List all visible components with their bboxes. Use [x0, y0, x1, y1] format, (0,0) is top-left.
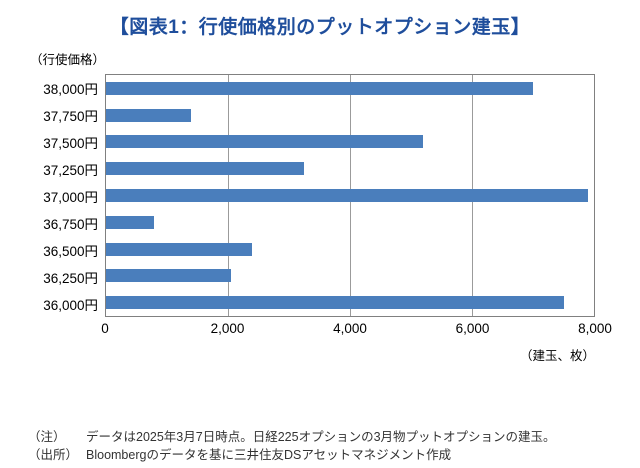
bar-chart: 38,000円 37,750円 37,500円 37,250円 37,000円 36,75… [8, 74, 640, 317]
footnote-text: データは2025年3月7日時点。日経225オプションの3月物プットオプションの建… [86, 429, 556, 444]
y-axis-label: （行使価格） [30, 53, 106, 67]
plot-area [105, 74, 595, 317]
bar [106, 296, 564, 310]
x-axis-label: （建玉、枚） [519, 349, 595, 363]
bar [106, 269, 232, 283]
bar-row [106, 209, 594, 236]
x-tick-label: 4,000 [333, 321, 367, 336]
y-tick-label: 38,000円 [43, 81, 98, 97]
footnote-text: Bloombergのデータを基に三井住友DSアセットマネジメント作成 [86, 447, 452, 462]
bar-rows [106, 75, 594, 316]
bar-row [106, 129, 594, 156]
y-tick-label: 36,000円 [43, 297, 98, 313]
bar [106, 189, 588, 203]
y-tick-label: 37,750円 [43, 108, 98, 124]
x-tick-label: 2,000 [210, 321, 245, 336]
x-tick-label: 6,000 [455, 321, 490, 336]
bar-row [106, 155, 594, 182]
bar-row [106, 102, 594, 129]
y-tick-label: 37,000円 [43, 189, 98, 205]
y-tick-label: 36,500円 [43, 243, 98, 259]
bar-row [106, 289, 594, 316]
bar-row [106, 262, 594, 289]
bar-row [106, 182, 594, 209]
y-tick-label: 36,250円 [43, 270, 98, 286]
x-axis: 0 2,000 4,000 6,000 8,000 [101, 321, 612, 339]
footnote-label: （注） [28, 429, 66, 444]
bar [106, 215, 154, 229]
bar-row [106, 75, 594, 102]
footnotes: （注） データは2025年3月7日時点。日経225オプションの3月物プットオプショ… [28, 428, 556, 464]
bar [106, 108, 192, 122]
bar [106, 162, 305, 176]
footnote-row: （注） データは2025年3月7日時点。日経225オプションの3月物プットオプショ… [28, 428, 556, 446]
y-tick-label: 37,500円 [43, 135, 98, 151]
y-tick-label: 36,750円 [43, 216, 98, 232]
report-page: 【図表1：行使価格別のプットオプション建玉】 （行使価格） 38,000円 37,… [0, 12, 640, 468]
bar [106, 135, 424, 149]
footnote-label: （出所） [28, 447, 79, 462]
bar-row [106, 236, 594, 263]
footnote-row: （出所） Bloombergのデータを基に三井住友DSアセットマネジメント作成 [28, 446, 556, 464]
bar [106, 242, 253, 256]
y-tick-label: 37,250円 [43, 162, 98, 178]
chart-title: 【図表1：行使価格別のプットオプション建玉】 [109, 17, 531, 38]
bar [106, 81, 533, 95]
x-tick-label: 8,000 [578, 321, 612, 336]
y-tick-labels: 38,000円 37,750円 37,500円 37,250円 37,000円 36,75… [8, 74, 105, 317]
x-tick-label: 0 [101, 321, 109, 336]
